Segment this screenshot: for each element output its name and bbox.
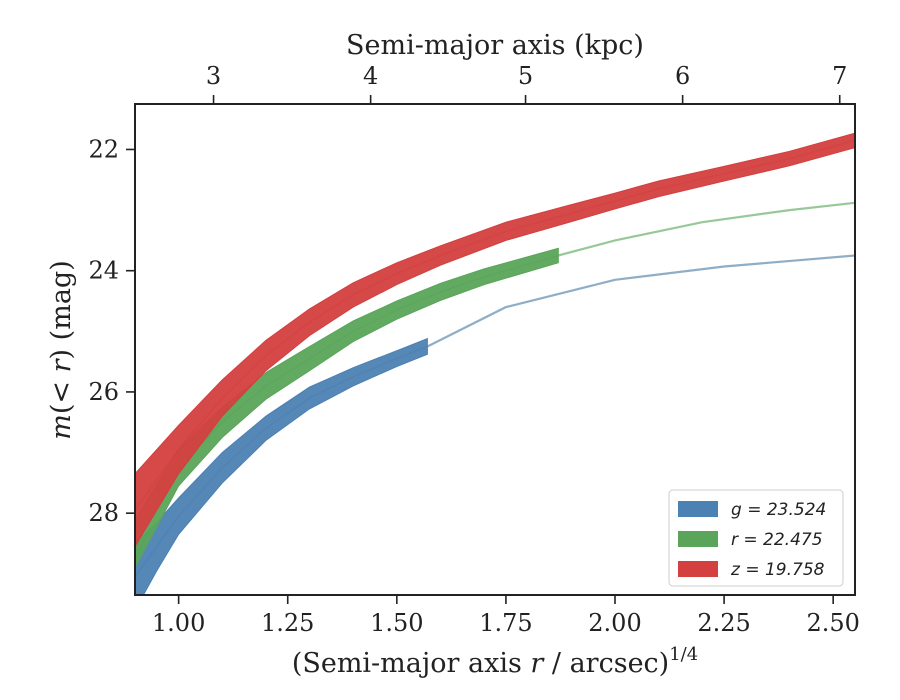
x-axis-title: (Semi-major axis r / arcsec)1/4 bbox=[292, 644, 698, 679]
legend: g = 23.524 r = 22.475 z = 19.758 bbox=[668, 489, 844, 587]
x-tick-label: 1.75 bbox=[479, 609, 532, 637]
y-tick-label: 26 bbox=[88, 378, 119, 406]
legend-swatch-z bbox=[678, 561, 718, 577]
y-tick-label: 28 bbox=[88, 499, 119, 527]
y-axis: 22 24 26 28 bbox=[88, 135, 135, 527]
series-z-band bbox=[135, 132, 855, 548]
top-tick-label: 5 bbox=[518, 62, 533, 90]
x-tick-label: 1.00 bbox=[152, 609, 205, 637]
legend-label-z: z = 19.758 bbox=[730, 560, 825, 580]
series-r-band bbox=[135, 247, 559, 568]
y-tick-label: 22 bbox=[88, 135, 119, 163]
x-axis: 1.00 1.25 1.50 1.75 2.00 2.25 2.50 bbox=[152, 595, 860, 637]
series-g-line bbox=[135, 345, 428, 578]
top-tick-label: 7 bbox=[832, 62, 847, 90]
plot-frame bbox=[134, 103, 856, 596]
x-tick-label: 1.50 bbox=[370, 609, 423, 637]
top-tick-label: 4 bbox=[363, 62, 378, 90]
legend-swatch-r bbox=[678, 531, 718, 547]
x-tick-label: 2.00 bbox=[588, 609, 641, 637]
y-axis-title: m(< r) (mag) bbox=[46, 260, 77, 439]
series-g-extrapolation bbox=[426, 254, 855, 348]
series-r-extrapolation bbox=[558, 201, 855, 257]
top-tick-label: 3 bbox=[206, 62, 221, 90]
series-g-band bbox=[135, 337, 428, 595]
top-tick-label: 6 bbox=[675, 62, 690, 90]
legend-label-g: g = 23.524 bbox=[731, 500, 826, 520]
x-tick-label: 2.50 bbox=[806, 609, 859, 637]
legend-label-r: r = 22.475 bbox=[731, 530, 823, 550]
series-layer bbox=[135, 132, 855, 595]
top-x-axis: 3 4 5 6 7 bbox=[206, 62, 847, 104]
top-axis-title: Semi-major axis (kpc) bbox=[346, 30, 644, 61]
legend-swatch-g bbox=[678, 501, 718, 517]
series-z-line bbox=[135, 139, 855, 511]
x-tick-label: 1.25 bbox=[261, 609, 314, 637]
x-tick-label: 2.25 bbox=[697, 609, 750, 637]
y-tick-label: 24 bbox=[88, 257, 119, 285]
